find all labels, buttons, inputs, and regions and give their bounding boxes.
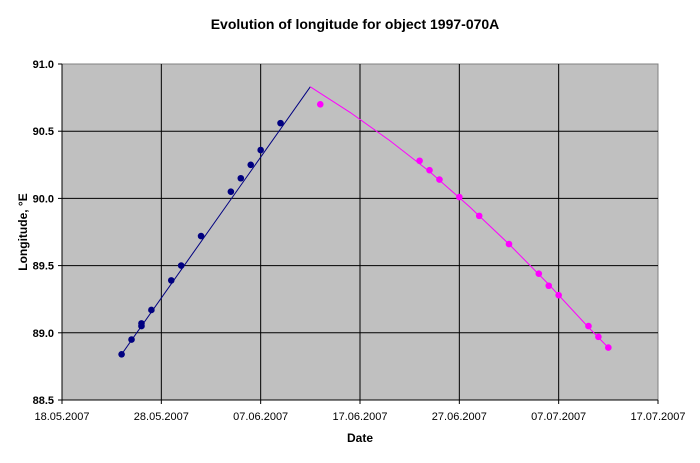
y-tick-label: 89.5 — [33, 261, 54, 273]
series-2-point — [555, 291, 562, 299]
data-points — [118, 101, 612, 358]
y-axis: 88.5 89.0 89.5 90.0 90.5 91.0 — [33, 59, 63, 407]
series-2-point — [416, 157, 423, 165]
series-1-point — [277, 119, 284, 127]
series-2-point — [545, 282, 553, 290]
series-2-point — [426, 166, 433, 174]
x-tick-label: 18.05.2007 — [34, 411, 89, 423]
series-2-point — [456, 193, 463, 201]
series-1-point — [138, 320, 145, 327]
y-tick-label: 90.0 — [33, 193, 54, 205]
series-2-point — [505, 240, 513, 248]
x-tick-label: 17.07.2007 — [630, 411, 685, 423]
series-2-point — [436, 176, 443, 183]
series-1-point — [237, 174, 245, 182]
x-axis: 18.05.2007 28.05.2007 07.06.2007 17.06.2007… — [34, 399, 686, 423]
series-1-point — [118, 351, 125, 358]
x-tick-label: 27.06.2007 — [432, 411, 487, 423]
y-tick-label: 91.0 — [33, 59, 54, 71]
x-tick-label: 17.06.2007 — [332, 411, 387, 423]
series-2-point — [595, 333, 602, 341]
series-2-point — [605, 344, 612, 351]
series-1-point — [257, 146, 264, 154]
x-axis-title: Date — [347, 431, 373, 445]
x-tick-label: 07.07.2007 — [531, 411, 586, 423]
chart-title: Evolution of longitude for object 1997-0… — [211, 16, 500, 32]
y-tick-label: 90.5 — [33, 126, 54, 138]
grid-lines — [62, 64, 658, 400]
y-tick-label: 88.5 — [33, 395, 54, 407]
x-tick-label: 28.05.2007 — [134, 411, 189, 423]
y-tick-label: 89.0 — [33, 328, 54, 340]
series-1-point — [167, 277, 175, 284]
series-1-point — [247, 161, 255, 169]
series-1-point — [128, 336, 135, 343]
y-axis-title: Longitude, °E — [16, 193, 30, 270]
series-2-point — [585, 322, 592, 330]
series-2-point — [535, 270, 543, 277]
series-2-point — [475, 212, 483, 220]
series-1-point — [227, 188, 235, 195]
series-1-point — [148, 306, 155, 314]
series-1-point — [197, 232, 205, 240]
series-2-line — [310, 86, 609, 348]
x-tick-label: 07.06.2007 — [233, 411, 288, 423]
series-1-point — [177, 262, 185, 269]
series-2-point — [316, 101, 324, 108]
